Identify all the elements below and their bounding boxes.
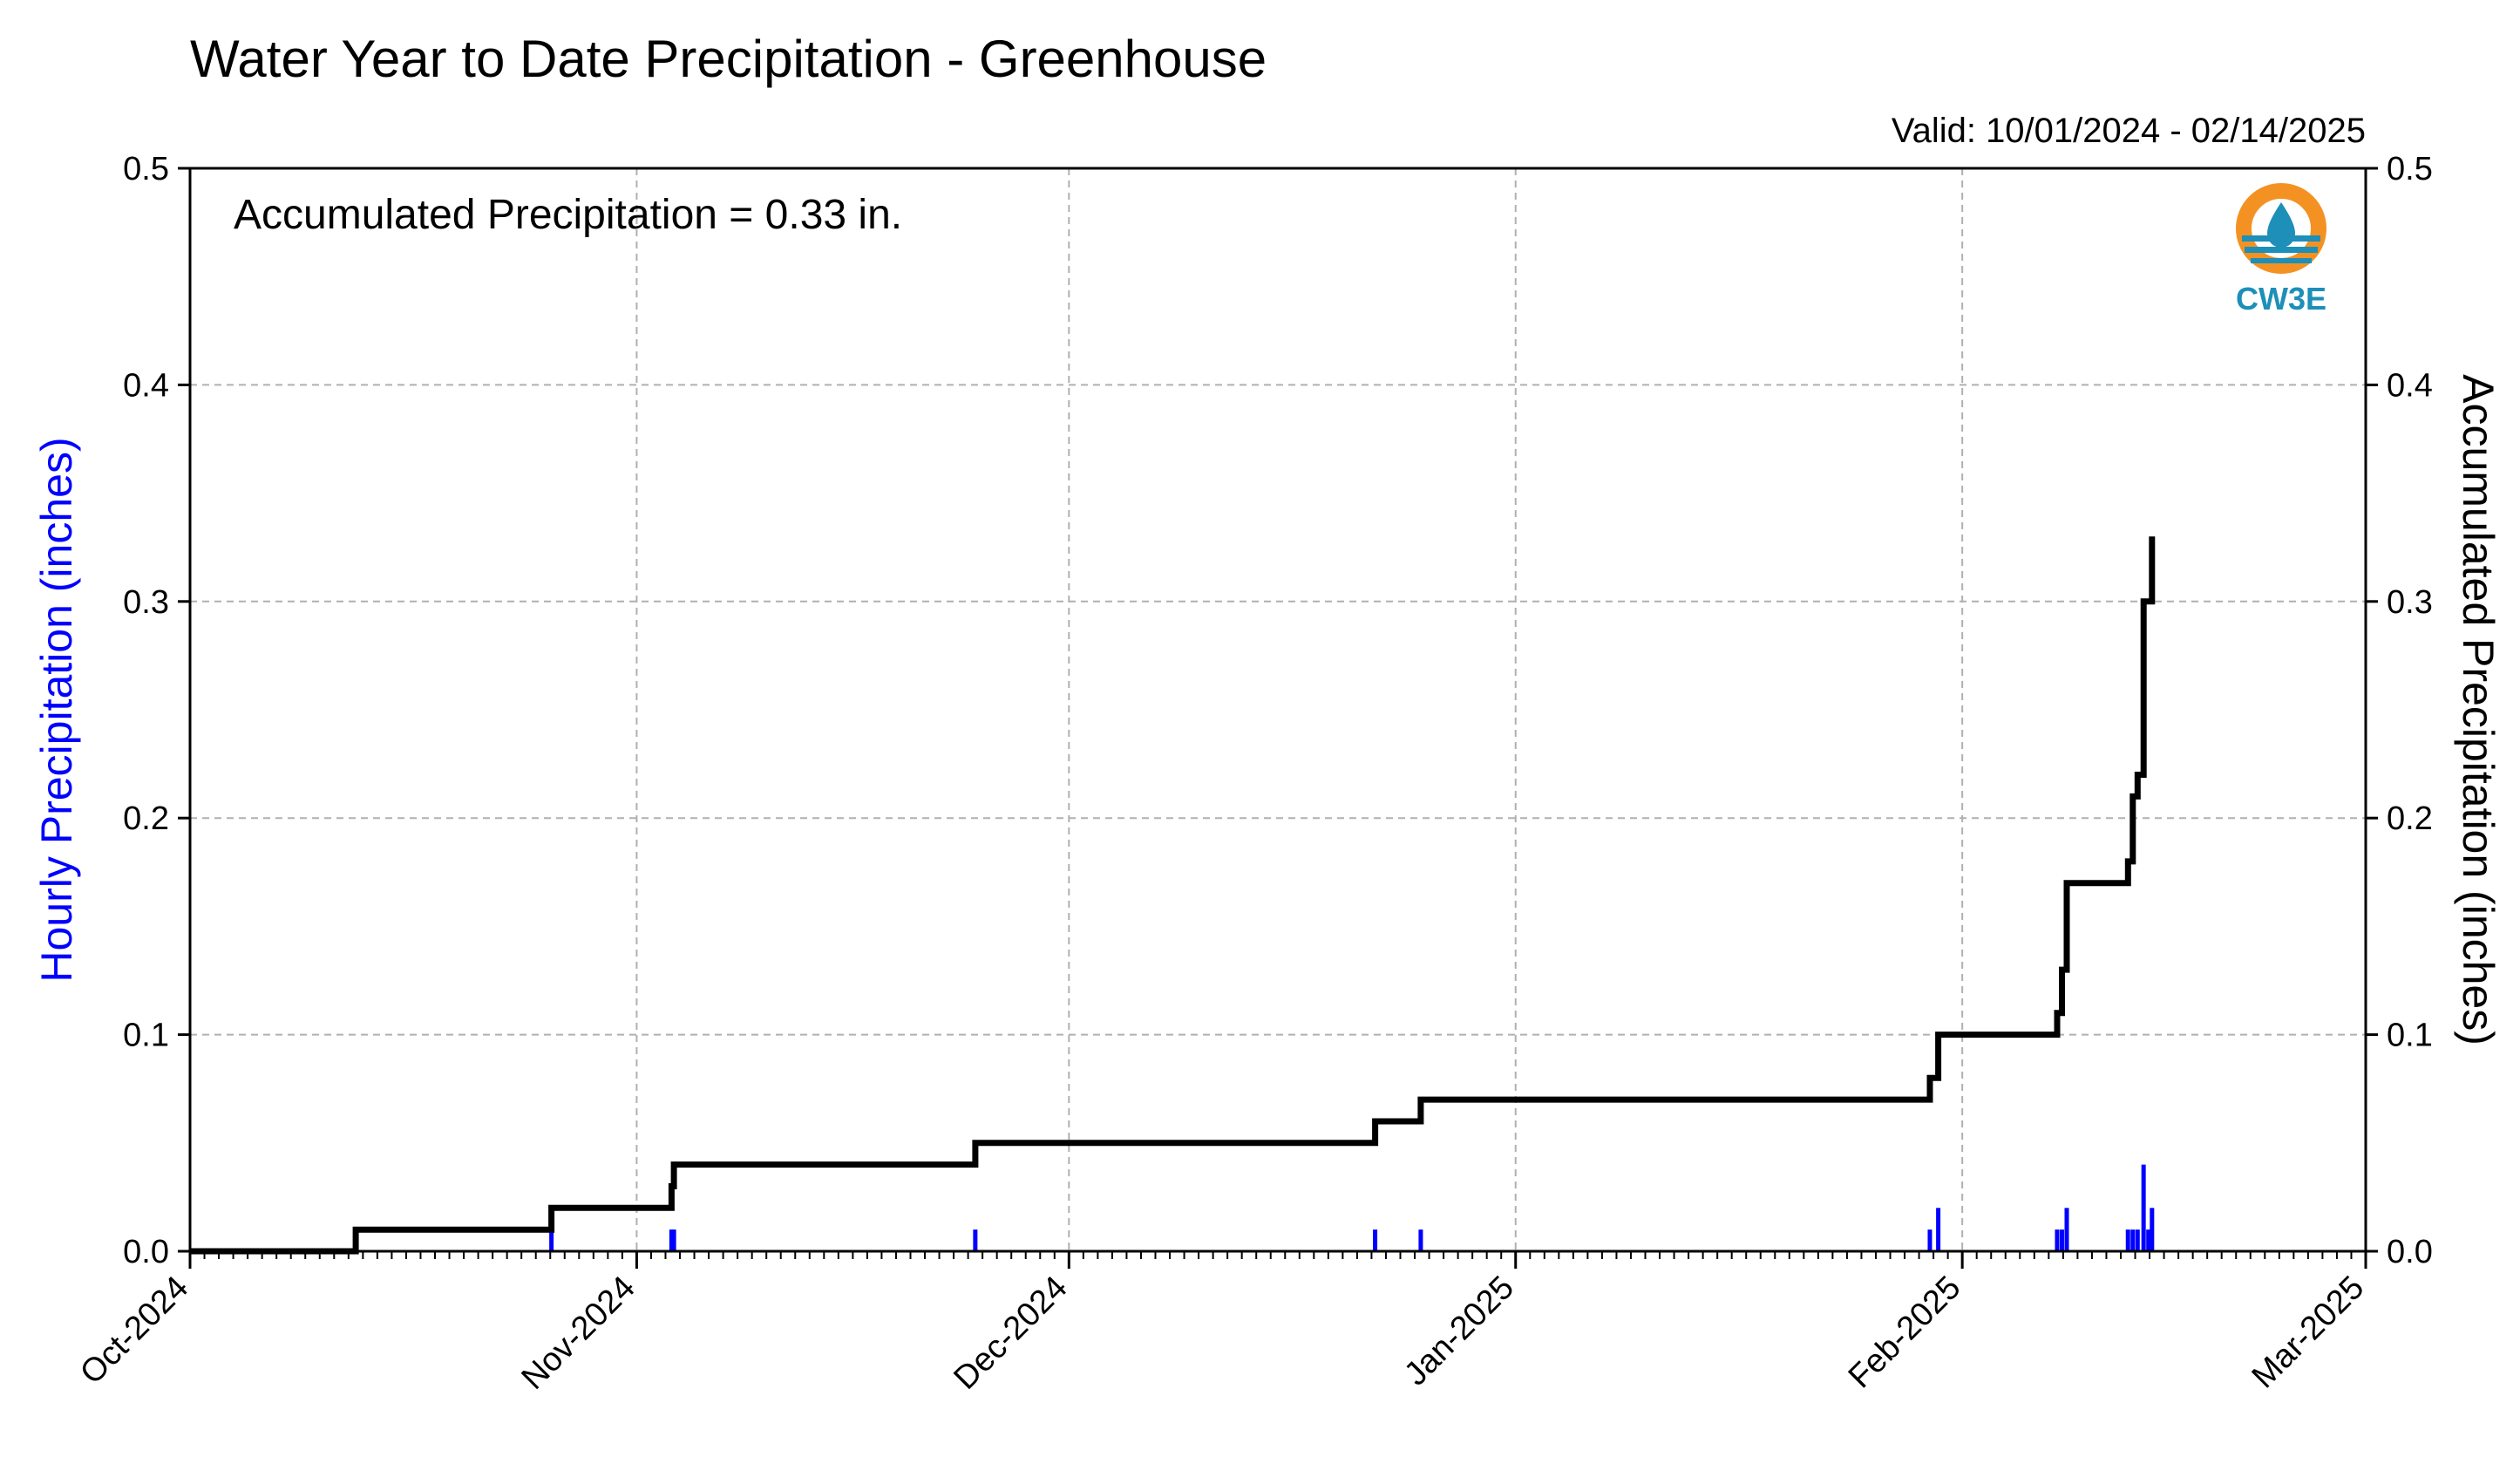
grid-lines xyxy=(190,168,2366,1251)
left-y-tick-label: 0.3 xyxy=(123,584,169,621)
x-tick-label: Dec-2024 xyxy=(947,1270,1074,1397)
logo-wave-2 xyxy=(2245,247,2318,253)
hourly-bar xyxy=(2146,1229,2151,1251)
cw3e-logo: CW3E xyxy=(2236,183,2326,317)
hourly-bar xyxy=(2055,1229,2060,1251)
right-y-tick-label: 0.4 xyxy=(2387,367,2433,404)
right-y-tick-label: 0.0 xyxy=(2387,1234,2433,1270)
plot-frame xyxy=(188,167,2367,1253)
x-tick-label: Feb-2025 xyxy=(1842,1270,1968,1396)
hourly-bars xyxy=(549,1164,2155,1251)
hourly-bar xyxy=(973,1229,978,1251)
hourly-bar xyxy=(549,1229,554,1251)
hourly-bar xyxy=(2059,1229,2064,1251)
x-tick-label: Nov-2024 xyxy=(515,1270,642,1397)
hourly-bar xyxy=(669,1229,674,1251)
axis-ticks: 0.0 0.0 0.1 0.1 0.2 0.2 0.3 0.3 0.4 0.4 0.5 0.5 Oct-… xyxy=(73,151,2433,1397)
hourly-bar xyxy=(1927,1229,1932,1251)
x-tick-label: Oct-2024 xyxy=(73,1270,195,1392)
left-y-tick-label: 0.1 xyxy=(123,1018,169,1054)
logo-ring xyxy=(2236,183,2326,274)
left-axis-title: Hourly Precipitation (inches) xyxy=(32,437,81,982)
hourly-bar xyxy=(2141,1164,2146,1251)
right-y-tick-label: 0.1 xyxy=(2387,1018,2433,1054)
hourly-bar xyxy=(1936,1208,1941,1251)
right-axis-title: Accumulated Precipitation (inches) xyxy=(2454,374,2503,1045)
hourly-bar xyxy=(2064,1208,2069,1251)
hourly-bar xyxy=(2135,1229,2140,1251)
x-tick-label: Mar-2025 xyxy=(2245,1270,2372,1396)
left-y-tick-label: 0.5 xyxy=(123,151,169,187)
accumulated-annotation: Accumulated Precipitation = 0.33 in. xyxy=(234,192,902,238)
left-y-tick-label: 0.0 xyxy=(123,1234,169,1270)
accumulated-line-group xyxy=(190,536,2156,1255)
x-tick-label: Jan-2025 xyxy=(1397,1270,1521,1393)
right-y-tick-label: 0.2 xyxy=(2387,800,2433,837)
chart-title: Water Year to Date Precipitation - Green… xyxy=(190,30,1267,88)
hourly-bar xyxy=(2130,1229,2136,1251)
valid-date-range: Valid: 10/01/2024 - 02/14/2025 xyxy=(1892,112,2366,150)
right-y-tick-label: 0.3 xyxy=(2387,584,2433,621)
hourly-bar xyxy=(1373,1229,1378,1251)
hourly-bar xyxy=(671,1229,676,1251)
right-y-tick-label: 0.5 xyxy=(2387,151,2433,187)
accumulated-precip-line xyxy=(190,536,2156,1255)
hourly-bar xyxy=(2150,1208,2155,1251)
left-y-tick-label: 0.4 xyxy=(123,367,169,404)
hourly-bar xyxy=(2125,1229,2130,1251)
logo-text: CW3E xyxy=(2236,281,2326,317)
logo-wave-3 xyxy=(2251,258,2312,263)
left-y-tick-label: 0.2 xyxy=(123,800,169,837)
logo-wave-1 xyxy=(2242,235,2320,242)
hourly-bar xyxy=(1418,1229,1423,1251)
